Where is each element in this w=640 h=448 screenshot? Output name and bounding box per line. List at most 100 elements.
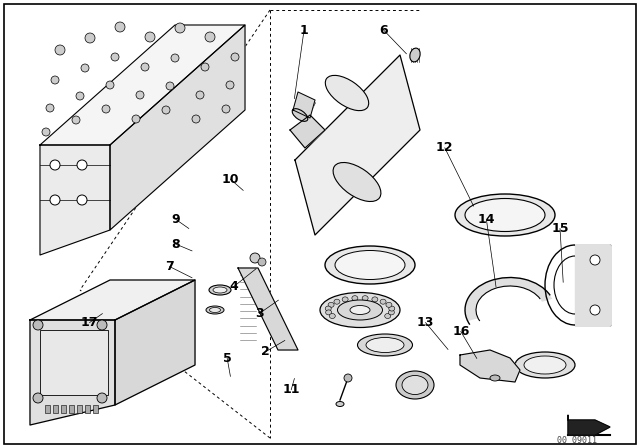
Circle shape [226,81,234,89]
Circle shape [115,22,125,32]
Polygon shape [110,25,245,230]
Ellipse shape [326,310,332,315]
Polygon shape [115,280,195,405]
Ellipse shape [386,302,392,307]
Polygon shape [295,55,420,235]
Text: 4: 4 [229,280,238,293]
Polygon shape [40,25,245,145]
Bar [45,405,50,413]
Polygon shape [568,415,610,435]
Circle shape [132,115,140,123]
Text: 12: 12 [436,141,454,155]
Ellipse shape [292,109,308,121]
Ellipse shape [410,48,420,62]
Ellipse shape [325,306,332,311]
Ellipse shape [490,375,500,381]
Text: 3: 3 [255,307,264,320]
Circle shape [102,105,110,113]
Circle shape [55,45,65,55]
Circle shape [106,81,114,89]
Ellipse shape [515,352,575,378]
Circle shape [33,320,43,330]
Circle shape [97,393,107,403]
Ellipse shape [213,287,227,293]
Ellipse shape [362,296,368,301]
Polygon shape [575,245,610,325]
Ellipse shape [385,314,390,319]
Circle shape [136,91,144,99]
Ellipse shape [325,246,415,284]
Text: 00 09011: 00 09011 [557,435,597,444]
Ellipse shape [337,300,383,320]
Circle shape [76,92,84,100]
Circle shape [77,160,87,170]
Circle shape [81,64,89,72]
Text: 1: 1 [300,24,308,37]
Ellipse shape [209,307,221,313]
Text: 11: 11 [282,383,300,396]
Polygon shape [238,268,298,350]
Text: 2: 2 [261,345,270,358]
Ellipse shape [388,306,395,311]
Circle shape [344,374,352,382]
Bar [40,330,108,395]
Text: 9: 9 [172,213,180,226]
Text: 14: 14 [477,213,495,226]
Polygon shape [40,145,110,255]
Ellipse shape [333,163,381,202]
Ellipse shape [342,297,348,302]
Circle shape [250,253,260,263]
Ellipse shape [330,314,335,319]
Circle shape [33,393,43,403]
Ellipse shape [388,310,394,315]
Circle shape [50,195,60,205]
Circle shape [231,53,239,61]
Text: 7: 7 [165,260,174,273]
Ellipse shape [380,299,386,304]
Ellipse shape [320,293,400,327]
Circle shape [258,258,266,266]
Bar [61,405,66,413]
Ellipse shape [358,334,413,356]
Ellipse shape [455,194,555,236]
Circle shape [97,320,107,330]
Circle shape [77,195,87,205]
Circle shape [162,106,170,114]
Ellipse shape [524,356,566,374]
Circle shape [141,63,149,71]
Ellipse shape [325,75,369,111]
Text: 17: 17 [81,316,99,329]
Circle shape [166,82,174,90]
Bar [69,405,74,413]
Ellipse shape [352,296,358,301]
Circle shape [205,32,215,42]
Polygon shape [30,320,115,425]
Polygon shape [293,92,315,118]
Circle shape [222,105,230,113]
Circle shape [192,115,200,123]
Ellipse shape [336,401,344,406]
Ellipse shape [209,285,231,295]
Polygon shape [465,277,552,321]
Polygon shape [460,350,520,382]
Ellipse shape [465,198,545,232]
Polygon shape [30,280,195,320]
Circle shape [201,63,209,71]
Bar [53,405,58,413]
Circle shape [145,32,155,42]
Ellipse shape [396,371,434,399]
Circle shape [51,76,59,84]
Ellipse shape [334,299,340,304]
Circle shape [42,128,50,136]
Text: 6: 6 [380,24,388,37]
Circle shape [590,255,600,265]
Circle shape [85,33,95,43]
Text: 16: 16 [452,325,470,338]
Ellipse shape [350,306,370,314]
Circle shape [46,104,54,112]
Polygon shape [290,115,325,148]
Ellipse shape [206,306,224,314]
Ellipse shape [328,302,334,307]
Circle shape [171,54,179,62]
Circle shape [72,116,80,124]
